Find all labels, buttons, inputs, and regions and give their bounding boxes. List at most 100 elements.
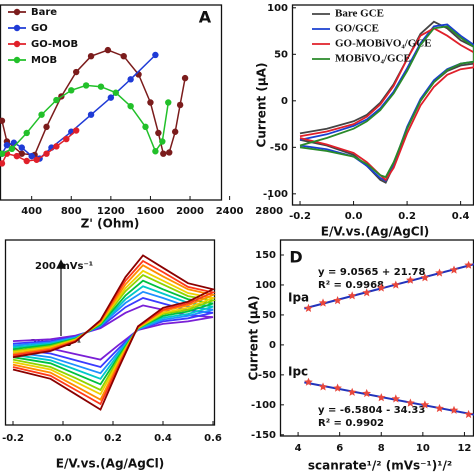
star-marker: [420, 400, 430, 409]
x-tick-label: 0.0: [345, 211, 363, 222]
star-marker: [347, 387, 357, 396]
annotation: R² = 0.9902: [318, 418, 384, 429]
star-marker: [318, 382, 328, 391]
point-marker: [176, 101, 184, 109]
y-tick-label: 50: [274, 49, 288, 60]
panel-label: A: [199, 8, 212, 27]
x-axis-label: E/V.vs.(Ag/AgCl): [321, 225, 429, 239]
x-tick-label: 400: [21, 206, 42, 217]
star-marker: [304, 303, 313, 312]
x-tick-label: 0.2: [104, 433, 122, 444]
point-marker: [181, 74, 189, 82]
point-marker: [0, 160, 6, 167]
point-marker: [107, 94, 115, 101]
series-line: [299, 25, 474, 179]
x-tick-label: 800: [61, 206, 82, 217]
point-marker: [43, 150, 50, 157]
point-marker: [87, 111, 95, 118]
series-line: [299, 27, 474, 182]
y-tick-label: 100: [267, 3, 288, 14]
annotation: R² = 0.9968: [318, 280, 384, 291]
star-marker: [391, 394, 401, 403]
legend-label: GO/GCE: [335, 23, 379, 35]
star-marker: [435, 268, 444, 277]
point-marker: [3, 141, 11, 149]
x-axis-label: scanrate¹/² (mVs⁻¹)¹/²: [308, 459, 452, 473]
x-tick-label: 1600: [137, 206, 165, 217]
fit-line: [304, 381, 474, 416]
annotation: 200 mVs⁻¹: [35, 261, 93, 272]
point-marker: [152, 51, 159, 59]
point-marker: [0, 150, 6, 157]
annotation: y = -6.5804 - 34.33: [318, 405, 425, 416]
legend-marker: [13, 40, 21, 48]
star-marker: [406, 275, 415, 284]
point-marker: [82, 82, 90, 89]
point-marker: [120, 52, 127, 60]
x-tick-label: 2000: [176, 206, 204, 217]
point-marker: [53, 96, 60, 104]
star-marker: [464, 260, 473, 269]
series-line: [1, 84, 170, 155]
point-marker: [18, 150, 25, 157]
y-tick-label: 50: [262, 310, 276, 321]
point-marker: [166, 149, 173, 156]
y-tick-label: 100: [255, 280, 276, 291]
x-tick-label: 4: [295, 443, 302, 454]
series-line: [299, 20, 474, 184]
legend-marker: [13, 8, 21, 16]
x-tick-label: -0.2: [289, 211, 311, 222]
point-marker: [127, 102, 134, 110]
plot-frame: [0, 4, 223, 201]
series-line: [12, 254, 216, 411]
legend-marker: [13, 24, 21, 32]
star-marker: [464, 409, 473, 419]
point-marker: [38, 111, 45, 118]
point-marker: [97, 83, 105, 90]
star-marker: [406, 398, 415, 407]
point-marker: [171, 128, 179, 135]
series-line: [1, 49, 186, 156]
x-tick-label: 0.4: [154, 433, 172, 444]
star-marker: [449, 405, 459, 414]
y-tick-label: 150: [255, 250, 276, 261]
y-tick-label: -100: [251, 400, 276, 411]
x-tick-label: 1200: [97, 206, 125, 217]
star-marker: [391, 280, 401, 289]
star-marker: [362, 288, 371, 297]
x-tick-label: 0.6: [204, 433, 222, 444]
point-marker: [63, 135, 70, 143]
point-marker: [28, 152, 35, 160]
point-marker: [87, 52, 95, 60]
series-label: Ipc: [288, 365, 308, 379]
point-marker: [18, 144, 25, 151]
y-tick-label: -50: [270, 142, 288, 153]
x-tick-label: 10: [416, 443, 430, 454]
point-marker: [0, 117, 6, 124]
star-marker: [449, 265, 459, 274]
y-axis-label: Current (µA): [247, 296, 261, 381]
legend-label: Bare GCE: [335, 8, 384, 20]
y-axis-label: Current (µA): [255, 63, 269, 148]
x-tick-label: 2800: [255, 206, 283, 217]
star-marker: [435, 403, 444, 413]
point-marker: [23, 157, 30, 165]
point-marker: [159, 138, 166, 145]
point-marker: [104, 46, 112, 54]
point-marker: [73, 68, 80, 76]
point-marker: [33, 156, 40, 163]
point-marker: [155, 129, 162, 137]
star-marker: [304, 377, 313, 386]
x-tick-label: 0.0: [54, 433, 72, 444]
legend-marker: [13, 56, 21, 64]
point-marker: [165, 99, 172, 106]
y-tick-label: -50: [258, 370, 276, 381]
point-marker: [13, 152, 21, 160]
x-tick-label: 8: [378, 443, 385, 454]
point-marker: [152, 148, 159, 155]
x-axis-label: E/V.vs.(Ag/AgCl): [56, 457, 164, 471]
point-marker: [160, 150, 167, 157]
legend-label: GO-MOBiVO₄/GCE: [335, 38, 432, 50]
star-marker: [420, 273, 430, 282]
